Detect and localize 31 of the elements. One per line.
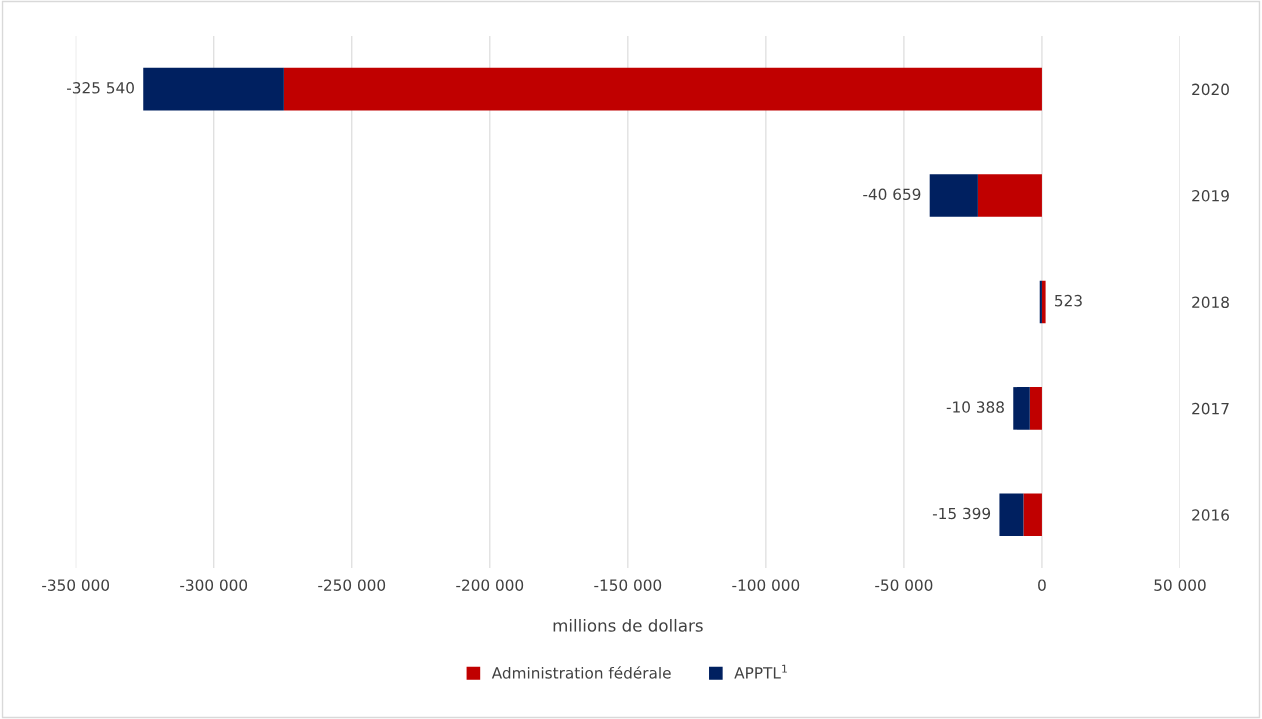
x-tick-label: 50 000 xyxy=(1154,579,1206,591)
bar xyxy=(1029,387,1042,430)
bar xyxy=(999,493,1024,537)
bar xyxy=(1041,280,1046,324)
total-label: -10 388 xyxy=(946,401,1004,413)
bar xyxy=(283,67,1042,111)
x-axis-title: millions de dollars xyxy=(553,618,703,632)
bar xyxy=(143,67,284,111)
legend-label: Administration fédérale xyxy=(491,666,671,679)
bar xyxy=(929,174,978,217)
x-tick-label: -300 000 xyxy=(180,579,248,591)
legend-label: APPTL$^{1}$ xyxy=(734,664,787,679)
x-tick-label: -50 000 xyxy=(875,579,933,591)
x-tick-label: -250 000 xyxy=(318,579,386,591)
bar xyxy=(977,174,1042,217)
x-tick-label: -200 000 xyxy=(456,579,524,591)
x-tick-label: -150 000 xyxy=(594,579,662,591)
x-tick-label: 0 xyxy=(1038,579,1046,591)
total-label: 523 xyxy=(1055,294,1082,307)
bar xyxy=(1023,493,1042,537)
y-tick-label: 2017 xyxy=(1192,402,1229,415)
x-tick-label: -350 000 xyxy=(42,579,110,591)
total-label: -15 399 xyxy=(932,507,991,520)
x-tick-label: -100 000 xyxy=(732,579,800,591)
total-label: -325 540 xyxy=(67,82,134,94)
y-tick-label: 2020 xyxy=(1192,83,1229,96)
y-tick-label: 2019 xyxy=(1192,190,1229,202)
y-tick-label: 2016 xyxy=(1192,509,1229,521)
bar xyxy=(1013,387,1030,430)
total-label: -40 659 xyxy=(863,188,921,200)
y-tick-label: 2018 xyxy=(1192,296,1229,308)
